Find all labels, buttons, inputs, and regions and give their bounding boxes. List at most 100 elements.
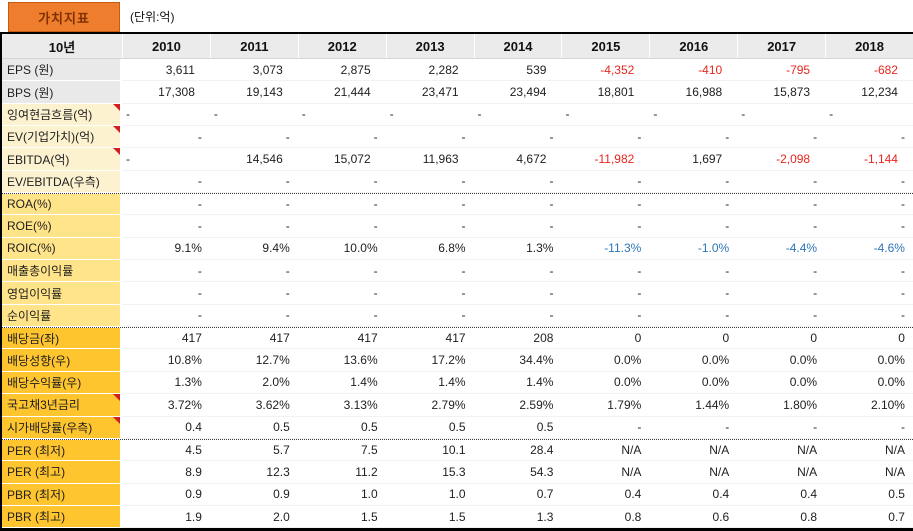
table-cell[interactable]: -4.6%	[825, 237, 913, 261]
table-cell[interactable]: 0	[561, 328, 650, 350]
table-cell[interactable]: -	[561, 194, 650, 216]
table-cell[interactable]: 10.0%	[297, 237, 386, 261]
table-cell[interactable]: -	[737, 126, 826, 149]
table-cell[interactable]: -	[297, 304, 386, 328]
table-cell[interactable]: -	[209, 126, 298, 149]
table-cell[interactable]: 8.9	[122, 461, 210, 484]
table-cell[interactable]: 1.9	[122, 505, 210, 529]
table-cell[interactable]: -1.0%	[649, 237, 738, 261]
table-cell[interactable]: 417	[122, 328, 210, 350]
table-cell[interactable]: 23,471	[385, 81, 474, 104]
table-cell[interactable]: 0.8	[561, 505, 650, 529]
table-cell[interactable]: -	[561, 170, 650, 194]
table-cell[interactable]: 0.0%	[561, 349, 650, 372]
table-cell[interactable]: 0.5	[209, 416, 298, 439]
table-cell[interactable]: -	[297, 103, 386, 127]
table-cell[interactable]: -795	[737, 59, 826, 82]
table-cell[interactable]: 6.8%	[385, 237, 474, 261]
table-cell[interactable]: 2.79%	[385, 394, 474, 417]
table-cell[interactable]: -	[473, 282, 562, 305]
row-label-cell[interactable]: ROA(%)	[2, 194, 122, 216]
header-cell-year[interactable]: 2011	[209, 34, 298, 58]
table-cell[interactable]: -	[122, 148, 210, 171]
table-cell[interactable]: 19,143	[209, 81, 298, 104]
row-label-cell[interactable]: 배당금(좌)	[2, 328, 122, 350]
table-cell[interactable]: -	[122, 126, 210, 149]
header-cell-year[interactable]: 2013	[385, 34, 474, 58]
table-cell[interactable]: -	[649, 304, 738, 328]
table-cell[interactable]: -	[122, 103, 210, 127]
table-cell[interactable]: N/A	[825, 439, 913, 462]
table-cell[interactable]: -	[297, 194, 386, 216]
table-cell[interactable]: -	[737, 304, 826, 328]
table-cell[interactable]: -	[122, 170, 210, 194]
table-cell[interactable]: N/A	[737, 439, 826, 462]
table-cell[interactable]: 23,494	[473, 81, 562, 104]
table-cell[interactable]: -	[649, 194, 738, 216]
table-cell[interactable]: -	[737, 170, 826, 194]
table-cell[interactable]: 12,234	[825, 81, 913, 104]
table-cell[interactable]: N/A	[649, 461, 738, 484]
table-cell[interactable]: 0.0%	[649, 371, 738, 395]
table-cell[interactable]: -	[737, 215, 826, 238]
table-cell[interactable]: 1.79%	[561, 394, 650, 417]
table-cell[interactable]: -	[385, 304, 474, 328]
table-cell[interactable]: -	[385, 194, 474, 216]
row-label-cell[interactable]: ROIC(%)	[2, 237, 122, 261]
table-cell[interactable]: 0	[825, 328, 913, 350]
table-cell[interactable]: 15,072	[297, 148, 386, 171]
table-cell[interactable]: -	[385, 215, 474, 238]
row-label-cell[interactable]: 배당수익률(우)	[2, 371, 122, 395]
row-label-cell[interactable]: PER (최저)	[2, 439, 122, 462]
header-cell-year[interactable]: 2018	[825, 34, 913, 58]
table-cell[interactable]: -	[209, 304, 298, 328]
sheet-title-cell[interactable]: 가치지표	[8, 2, 120, 32]
table-cell[interactable]: N/A	[561, 439, 650, 462]
table-cell[interactable]: 0.4	[649, 483, 738, 506]
table-cell[interactable]: -	[561, 304, 650, 328]
row-label-cell[interactable]: 국고채3년금리	[2, 394, 122, 417]
table-cell[interactable]: 2,875	[297, 59, 386, 82]
table-cell[interactable]: 2.10%	[825, 394, 913, 417]
table-cell[interactable]: 2.0	[209, 505, 298, 529]
table-cell[interactable]: -	[385, 103, 474, 127]
table-cell[interactable]: 1.0	[385, 483, 474, 506]
table-cell[interactable]: -	[561, 215, 650, 238]
row-label-cell[interactable]: 배당성향(우)	[2, 349, 122, 372]
table-cell[interactable]: 3.72%	[122, 394, 210, 417]
row-label-cell[interactable]: 순이익률	[2, 304, 122, 328]
table-cell[interactable]: -	[737, 194, 826, 216]
row-label-cell[interactable]: ROE(%)	[2, 215, 122, 238]
table-cell[interactable]: 11.2	[297, 461, 386, 484]
table-cell[interactable]: 11,963	[385, 148, 474, 171]
table-cell[interactable]: 0.4	[561, 483, 650, 506]
table-cell[interactable]: -4,352	[561, 59, 650, 82]
table-cell[interactable]: 0.0%	[737, 349, 826, 372]
table-cell[interactable]: -	[649, 170, 738, 194]
table-cell[interactable]: 1.4%	[473, 371, 562, 395]
table-cell[interactable]: 1.3	[473, 505, 562, 529]
table-cell[interactable]: -	[473, 126, 562, 149]
table-cell[interactable]: -	[122, 260, 210, 283]
table-cell[interactable]: 15.3	[385, 461, 474, 484]
table-cell[interactable]: 1.44%	[649, 394, 738, 417]
table-cell[interactable]: 34.4%	[473, 349, 562, 372]
table-cell[interactable]: -11.3%	[561, 237, 650, 261]
table-cell[interactable]: -	[825, 282, 913, 305]
table-cell[interactable]: 1.4%	[297, 371, 386, 395]
table-cell[interactable]: -	[561, 103, 650, 127]
table-cell[interactable]: -	[209, 194, 298, 216]
table-cell[interactable]: -11,982	[561, 148, 650, 171]
table-cell[interactable]: 21,444	[297, 81, 386, 104]
table-cell[interactable]: -	[561, 126, 650, 149]
table-cell[interactable]: 3,611	[122, 59, 210, 82]
table-cell[interactable]: -	[385, 170, 474, 194]
table-cell[interactable]: -	[825, 260, 913, 283]
table-cell[interactable]: -410	[649, 59, 738, 82]
table-cell[interactable]: 17.2%	[385, 349, 474, 372]
table-cell[interactable]: 12.3	[209, 461, 298, 484]
table-cell[interactable]: 17,308	[122, 81, 210, 104]
table-cell[interactable]: -4.4%	[737, 237, 826, 261]
table-cell[interactable]: -	[209, 215, 298, 238]
table-cell[interactable]: -	[209, 103, 298, 127]
